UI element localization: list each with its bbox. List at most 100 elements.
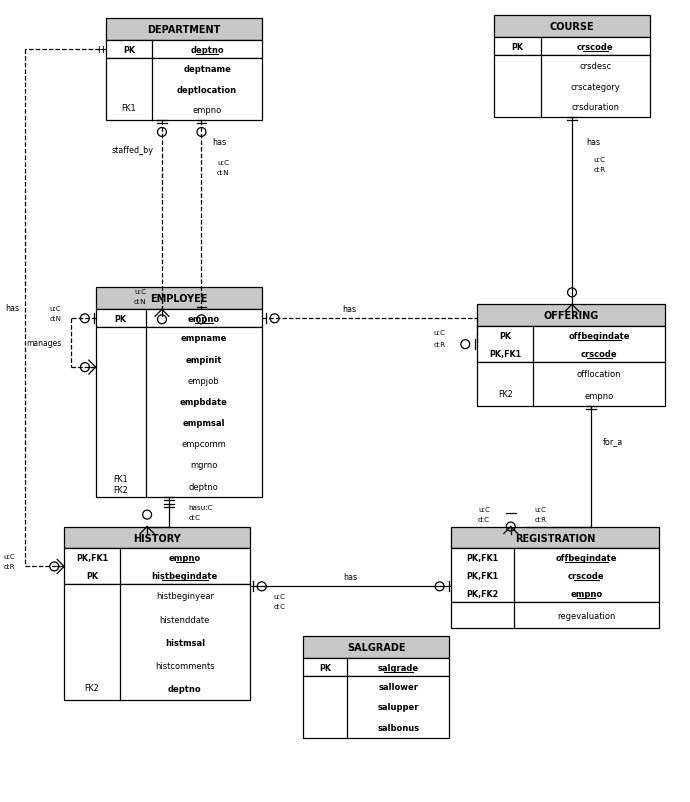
Text: u:C: u:C [593, 156, 606, 163]
Text: H: H [97, 46, 104, 55]
Text: crsduration: crsduration [571, 103, 620, 112]
Text: DEPARTMENT: DEPARTMENT [147, 25, 220, 35]
Text: d:R: d:R [433, 342, 446, 348]
Text: has: has [343, 305, 357, 314]
Text: sallower: sallower [378, 682, 418, 691]
Bar [451, 527, 659, 549]
Text: FK1
FK2: FK1 FK2 [113, 474, 128, 494]
Text: histcomments: histcomments [155, 661, 215, 670]
Bar [494, 16, 650, 38]
Bar [106, 19, 262, 41]
Text: salgrade: salgrade [377, 662, 419, 672]
Text: u:C: u:C [3, 553, 14, 560]
Text: PK,FK1: PK,FK1 [466, 571, 499, 580]
Text: PK,FK1: PK,FK1 [76, 553, 108, 562]
Text: PK,FK1: PK,FK1 [489, 349, 522, 358]
Bar [477, 363, 665, 407]
Text: histbegindate: histbegindate [152, 571, 218, 580]
Text: u:C: u:C [134, 289, 146, 295]
Text: PK: PK [115, 314, 127, 323]
Bar [96, 288, 262, 310]
Text: deptname: deptname [183, 65, 231, 74]
Text: deptno: deptno [190, 46, 224, 55]
Text: hasu:C: hasu:C [188, 504, 213, 510]
Text: empbdate: empbdate [179, 397, 228, 407]
Text: OFFERING: OFFERING [544, 311, 599, 321]
Bar [477, 327, 665, 363]
Text: PK,FK1: PK,FK1 [466, 553, 499, 562]
Bar [451, 549, 659, 602]
Bar [451, 602, 659, 629]
Bar [96, 328, 262, 497]
Text: has: has [586, 138, 601, 148]
Text: PK: PK [500, 331, 511, 340]
Text: offlocation: offlocation [577, 369, 622, 378]
Text: u:C: u:C [433, 330, 446, 336]
Text: offbegindate: offbegindate [569, 331, 630, 340]
Text: u:C: u:C [273, 593, 286, 600]
Text: FK2: FK2 [498, 389, 513, 398]
Text: has: has [344, 572, 357, 581]
Text: histmsal: histmsal [165, 638, 205, 647]
Text: empno: empno [193, 106, 221, 115]
Text: staffed_by: staffed_by [111, 146, 153, 155]
Bar [303, 637, 449, 658]
Text: has: has [213, 138, 226, 148]
Text: u:C: u:C [50, 306, 61, 312]
Bar [494, 38, 650, 56]
Text: regevaluation: regevaluation [557, 611, 615, 620]
Text: empjob: empjob [188, 376, 219, 385]
Text: PK: PK [123, 46, 135, 55]
Text: d:R: d:R [534, 516, 546, 522]
Text: salbonus: salbonus [377, 723, 420, 732]
Text: FK2: FK2 [85, 683, 99, 691]
Text: crsdesc: crsdesc [580, 62, 611, 71]
Text: d:N: d:N [217, 169, 230, 176]
Bar [303, 658, 449, 676]
Text: u:C: u:C [534, 506, 546, 512]
Text: crscode: crscode [568, 571, 604, 580]
Text: empno: empno [188, 314, 219, 323]
Bar [64, 549, 250, 585]
Text: histbeginyear: histbeginyear [156, 592, 214, 601]
Bar [303, 676, 449, 738]
Text: deptlocation: deptlocation [177, 86, 237, 95]
Text: empinit: empinit [186, 355, 222, 364]
Text: FK1: FK1 [121, 103, 137, 112]
Text: u:C: u:C [217, 160, 229, 166]
Text: PK: PK [511, 43, 524, 51]
Text: d:N: d:N [49, 316, 61, 322]
Text: d:R: d:R [3, 564, 14, 569]
Text: empno: empno [584, 391, 614, 400]
Text: mgrno: mgrno [190, 461, 217, 470]
Text: PK,FK2: PK,FK2 [466, 589, 499, 598]
Text: d:C: d:C [478, 516, 490, 522]
Text: crscategory: crscategory [571, 83, 620, 91]
Text: histenddate: histenddate [159, 615, 210, 624]
Bar [64, 527, 250, 549]
Bar [96, 310, 262, 328]
Text: empcomm: empcomm [181, 439, 226, 448]
Text: empmsal: empmsal [182, 419, 225, 427]
Text: u:C: u:C [478, 506, 490, 512]
Text: empno: empno [169, 553, 201, 562]
Text: salupper: salupper [377, 703, 419, 711]
Text: EMPLOYEE: EMPLOYEE [150, 294, 208, 304]
Text: empname: empname [181, 334, 227, 343]
Bar [106, 59, 262, 121]
Text: crscode: crscode [577, 43, 613, 51]
Text: crscode: crscode [581, 349, 618, 358]
Text: d:N: d:N [134, 299, 146, 305]
Text: for_a: for_a [602, 437, 622, 446]
Text: PK: PK [319, 662, 331, 672]
Text: d:C: d:C [273, 604, 286, 610]
Text: PK: PK [86, 571, 98, 580]
Text: deptno: deptno [168, 684, 201, 693]
Text: has: has [6, 304, 19, 313]
Text: deptno: deptno [189, 482, 219, 491]
Text: empno: empno [570, 589, 602, 598]
Bar [477, 305, 665, 327]
Text: d:C: d:C [188, 514, 201, 520]
Text: manages: manages [26, 338, 61, 348]
Text: COURSE: COURSE [550, 22, 594, 32]
